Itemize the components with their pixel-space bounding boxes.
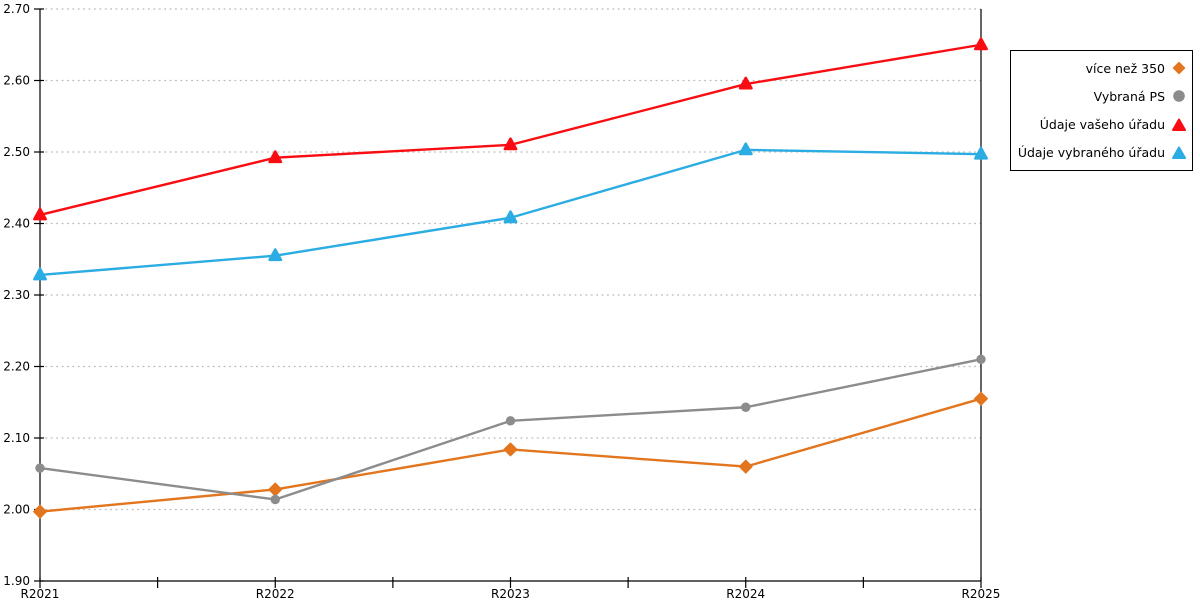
- triangle-marker-icon: [1172, 146, 1186, 160]
- data-point-marker: [974, 391, 988, 406]
- data-point-marker: [974, 146, 988, 160]
- y-tick-label: 2.30: [3, 288, 30, 302]
- y-tick-label: 2.60: [3, 74, 30, 88]
- x-tick-label: R2024: [726, 587, 765, 600]
- series-line: [38, 358, 983, 501]
- data-point-marker: [738, 459, 753, 474]
- data-point-marker: [270, 494, 280, 505]
- legend-item: Údaje vybraného úřadu: [1011, 140, 1192, 166]
- y-tick-label: 2.10: [3, 431, 30, 445]
- triangle-marker-icon: [1172, 118, 1186, 132]
- legend-item-label: Údaje vašeho úřadu: [1039, 117, 1165, 133]
- circle-marker-icon: [1172, 89, 1186, 103]
- y-tick-label: 2.40: [3, 217, 30, 231]
- legend-item: Vybraná PS: [1011, 83, 1192, 109]
- diamond-marker-icon: [1172, 61, 1186, 75]
- x-tick-label: R2023: [491, 587, 530, 600]
- data-point-marker: [33, 504, 47, 519]
- y-tick-label: 2.70: [3, 2, 30, 16]
- x-tick-label: R2021: [21, 587, 60, 600]
- data-point-marker: [505, 416, 516, 426]
- legend-item: Údaje vašeho úřadu: [1011, 112, 1192, 138]
- data-point-marker: [35, 463, 45, 473]
- data-point-marker: [974, 37, 988, 51]
- x-tick-label: R2025: [962, 587, 1001, 600]
- x-tick-label: R2022: [256, 587, 295, 600]
- data-point-marker: [503, 210, 518, 224]
- legend-item: více než 350: [1011, 55, 1192, 81]
- y-tick-label: 2.50: [3, 145, 30, 159]
- data-point-marker: [268, 482, 283, 497]
- data-point-marker: [738, 142, 753, 156]
- y-tick-label: 2.20: [3, 360, 30, 374]
- legend: více než 350 Vybraná PS Údaje vašeho úřadu…: [1010, 50, 1193, 171]
- data-point-marker: [268, 150, 283, 164]
- series-line: [38, 43, 983, 217]
- y-tick-label: 2.00: [3, 503, 30, 517]
- data-point-marker: [33, 207, 47, 221]
- data-point-marker: [33, 267, 47, 281]
- legend-item-label: Vybraná PS: [1093, 88, 1165, 104]
- legend-item-label: více než 350: [1085, 60, 1165, 76]
- data-point-marker: [503, 442, 518, 457]
- data-point-marker: [268, 248, 283, 262]
- data-point-marker: [976, 354, 986, 365]
- y-tick-label: 1.90: [3, 574, 30, 588]
- legend-item-label: Údaje vybraného úřadu: [1017, 145, 1165, 161]
- data-point-marker: [503, 137, 518, 151]
- data-point-marker: [738, 76, 753, 90]
- data-point-marker: [741, 402, 751, 412]
